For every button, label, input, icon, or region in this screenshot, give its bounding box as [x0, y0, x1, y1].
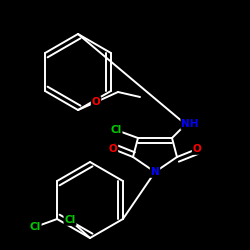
Text: Cl: Cl: [30, 222, 41, 232]
Text: O: O: [108, 144, 118, 154]
Text: NH: NH: [181, 119, 199, 129]
Text: O: O: [192, 144, 202, 154]
Text: Cl: Cl: [110, 125, 122, 135]
Text: O: O: [92, 97, 100, 107]
Text: N: N: [150, 167, 160, 177]
Text: Cl: Cl: [64, 215, 76, 225]
